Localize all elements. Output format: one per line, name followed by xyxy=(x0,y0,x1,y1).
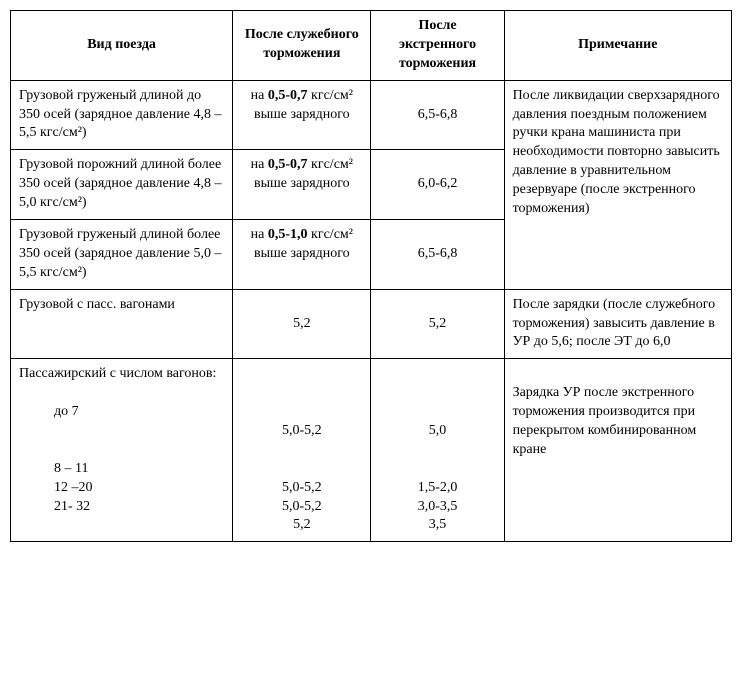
header-train-type: Вид поезда xyxy=(11,11,233,81)
cell-service-value: на 0,5-0,7 кгс/см² выше зарядного xyxy=(233,150,371,220)
passenger-sub-label: 12 –20 xyxy=(19,479,224,498)
cell-emergency-value: 6,5-6,8 xyxy=(371,220,504,290)
cell-train-type: Грузовой порожний длиной более 350 осей … xyxy=(11,150,233,220)
table-row: Грузовой груженый длиной до 350 осей (за… xyxy=(11,80,732,150)
cell-emergency-value: 6,0-6,2 xyxy=(371,150,504,220)
passenger-sub-label: 21- 32 xyxy=(19,498,224,517)
cell-note: Зарядка УР после экстренного торможения … xyxy=(504,359,731,542)
passenger-sub-label: 8 – 11 xyxy=(19,460,224,479)
cell-service-value: на 0,5-1,0 кгс/см² выше зарядного xyxy=(233,220,371,290)
passenger-header: Пассажирский с числом вагонов: xyxy=(19,365,224,384)
table-row: Грузовой с пасс. вагонами 5,2 5,2 После … xyxy=(11,289,732,359)
cell-train-type: Грузовой груженый длиной до 350 осей (за… xyxy=(11,80,233,150)
cell-train-type: Грузовой с пасс. вагонами xyxy=(11,289,233,359)
table-header-row: Вид поезда После служебного торможения П… xyxy=(11,11,732,81)
cell-passenger-train: Пассажирский с числом вагонов: до 7 8 – … xyxy=(11,359,233,542)
cell-note: После зарядки (после служебного торможен… xyxy=(504,289,731,359)
table-row: Пассажирский с числом вагонов: до 7 8 – … xyxy=(11,359,732,542)
cell-emergency-value: 6,5-6,8 xyxy=(371,80,504,150)
cell-train-type: Грузовой груженый длиной более 350 осей … xyxy=(11,220,233,290)
cell-emergency-value: 5,0 1,5-2,0 3,0-3,5 3,5 xyxy=(371,359,504,542)
cell-emergency-value: 5,2 xyxy=(371,289,504,359)
cell-note-merged: После ликвидации сверхзарядного давления… xyxy=(504,80,731,289)
header-emergency-braking: После экстренного торможения xyxy=(371,11,504,81)
passenger-sub-label: до 7 xyxy=(19,403,224,422)
cell-service-value: 5,2 xyxy=(233,289,371,359)
cell-service-value: на 0,5-0,7 кгс/см² выше зарядного xyxy=(233,80,371,150)
cell-service-value: 5,0-5,2 5,0-5,2 5,0-5,2 5,2 xyxy=(233,359,371,542)
header-service-braking: После служебного торможения xyxy=(233,11,371,81)
brake-pressure-table: Вид поезда После служебного торможения П… xyxy=(10,10,732,542)
header-note: Примечание xyxy=(504,11,731,81)
